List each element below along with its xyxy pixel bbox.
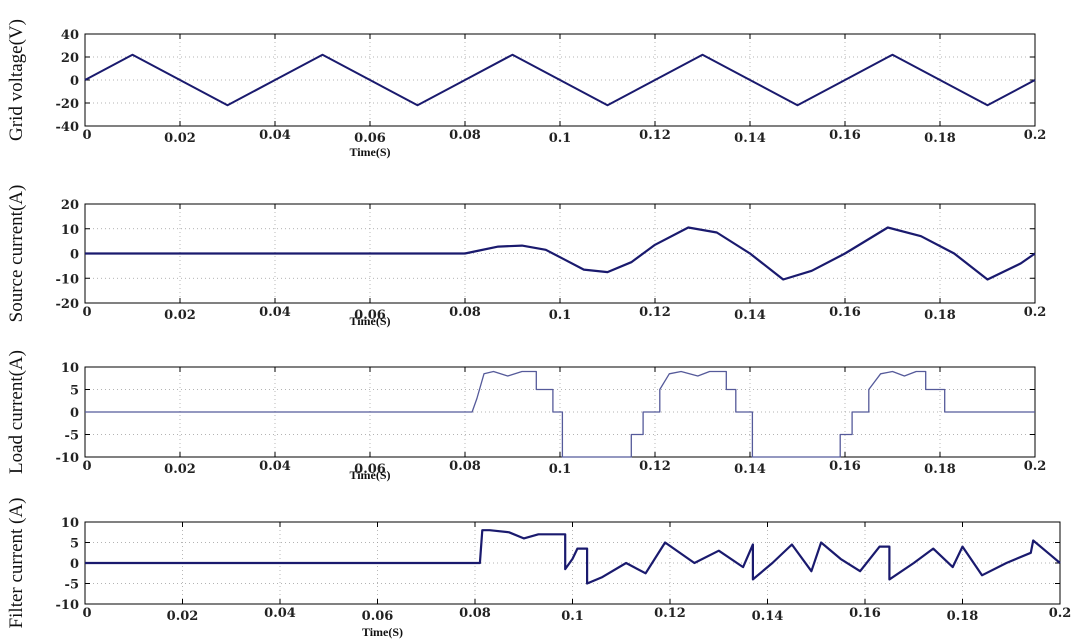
x-tick-label: 0.04 <box>264 606 296 621</box>
x-axis-label: Time(S) <box>349 468 390 482</box>
y-tick-label: 0 <box>70 406 79 421</box>
x-tick-label: 0.06 <box>354 462 386 477</box>
x-tick-label: 0.04 <box>259 128 291 143</box>
x-tick-label: 0.08 <box>459 606 491 621</box>
y-tick-label: 5 <box>70 384 79 399</box>
y-tick-label: 5 <box>70 537 79 552</box>
x-tick-label: 0.18 <box>947 609 979 624</box>
y-tick-label: -10 <box>56 272 80 287</box>
x-tick-label: 0.02 <box>164 308 196 323</box>
x-tick-label: 0.04 <box>259 305 291 320</box>
y-tick-label: 0 <box>70 248 79 263</box>
y-tick-label: 0 <box>70 557 79 572</box>
y-tick-label: 20 <box>61 51 79 66</box>
x-tick-label: 0.2 <box>1024 305 1047 320</box>
x-axis-label: Time(S) <box>362 625 403 639</box>
x-tick-label: 0.02 <box>164 462 196 477</box>
x-tick-label: 0.1 <box>549 462 572 477</box>
x-tick-label: 0 <box>82 305 91 320</box>
x-tick-label: 0.1 <box>561 609 584 624</box>
y-tick-label: 10 <box>61 223 79 238</box>
y-tick-label: -5 <box>65 429 79 444</box>
x-tick-label: 0.16 <box>829 128 861 143</box>
chart-panel-2: 0 0.02 0.04 0.06 0.08 0.1 0.12 0.14 0.16 0.18 0.2 2… <box>6 185 1046 328</box>
x-axis-label: Time(S) <box>349 145 390 159</box>
chart-panel-1: 0 0.02 0.04 0.06 0.08 0.1 0.12 0.14 0.16 0.18 0.2 4… <box>6 19 1046 159</box>
chart-panel-3: 0 0.02 0.04 0.06 0.08 0.1 0.12 0.14 0.16 0.18 0.2 1… <box>6 350 1046 482</box>
x-tick-label: 0.06 <box>354 131 386 146</box>
x-tick-label: 0.18 <box>924 308 956 323</box>
y-tick-label: -20 <box>56 297 80 312</box>
y-tick-label: 0 <box>70 74 79 89</box>
x-axis-label: Time(S) <box>349 314 390 328</box>
x-tick-label: 0.18 <box>924 131 956 146</box>
y-tick-label: 10 <box>61 361 79 376</box>
x-tick-label: 0.1 <box>549 308 572 323</box>
y-tick-label: -10 <box>56 598 80 613</box>
x-tick-label: 0.06 <box>354 308 386 323</box>
x-tick-label: 0.12 <box>639 459 671 474</box>
chart-panel-4: 0 0.02 0.04 0.06 0.08 0.1 0.12 0.14 0.16 0.18 0.2 1… <box>6 498 1071 639</box>
x-tick-label: 0.12 <box>639 305 671 320</box>
x-tick-label: 0.16 <box>829 459 861 474</box>
x-tick-label: 0.02 <box>167 609 199 624</box>
y-tick-label: -10 <box>56 451 80 466</box>
series-line-1 <box>85 226 1036 281</box>
y-axis-label: Source current(A) <box>6 185 27 323</box>
x-tick-label: 0.1 <box>549 131 572 146</box>
x-tick-label: 0.02 <box>164 131 196 146</box>
y-axis-label: Load current(A) <box>6 350 27 474</box>
x-tick-label: 0.14 <box>734 462 766 477</box>
x-tick-label: 0.2 <box>1024 128 1047 143</box>
x-tick-label: 0.2 <box>1024 459 1047 474</box>
x-tick-label: 0.14 <box>752 609 784 624</box>
x-tick-label: 0.06 <box>362 609 394 624</box>
y-tick-label: -40 <box>56 120 80 135</box>
x-tick-label: 0 <box>82 459 91 474</box>
x-tick-label: 0.2 <box>1049 606 1072 621</box>
x-tick-label: 0.08 <box>449 305 481 320</box>
y-tick-label: 20 <box>61 198 79 213</box>
x-tick-label: 0.18 <box>924 462 956 477</box>
x-tick-label: 0.12 <box>654 606 686 621</box>
x-tick-label: 0.04 <box>259 459 291 474</box>
y-axis-label: Filter current (A) <box>6 498 27 629</box>
x-tick-label: 0.16 <box>829 305 861 320</box>
x-tick-label: 0.08 <box>449 128 481 143</box>
x-tick-label: 0.16 <box>849 606 881 621</box>
x-tick-label: 0.14 <box>734 131 766 146</box>
x-tick-label: 0.08 <box>449 459 481 474</box>
series-line-1 <box>84 53 1036 107</box>
y-tick-label: -20 <box>56 97 80 112</box>
x-tick-label: 0 <box>82 606 91 621</box>
y-tick-label: 10 <box>61 516 79 531</box>
series-line-1 <box>85 529 1061 585</box>
y-axis-label: Grid voltage(V) <box>6 19 27 141</box>
series-line-1 <box>85 370 1035 458</box>
x-tick-label: 0.14 <box>734 308 766 323</box>
y-tick-label: 40 <box>61 28 79 43</box>
y-tick-label: -5 <box>65 578 79 593</box>
x-tick-label: 0.12 <box>639 128 671 143</box>
x-tick-label: 0 <box>82 128 91 143</box>
